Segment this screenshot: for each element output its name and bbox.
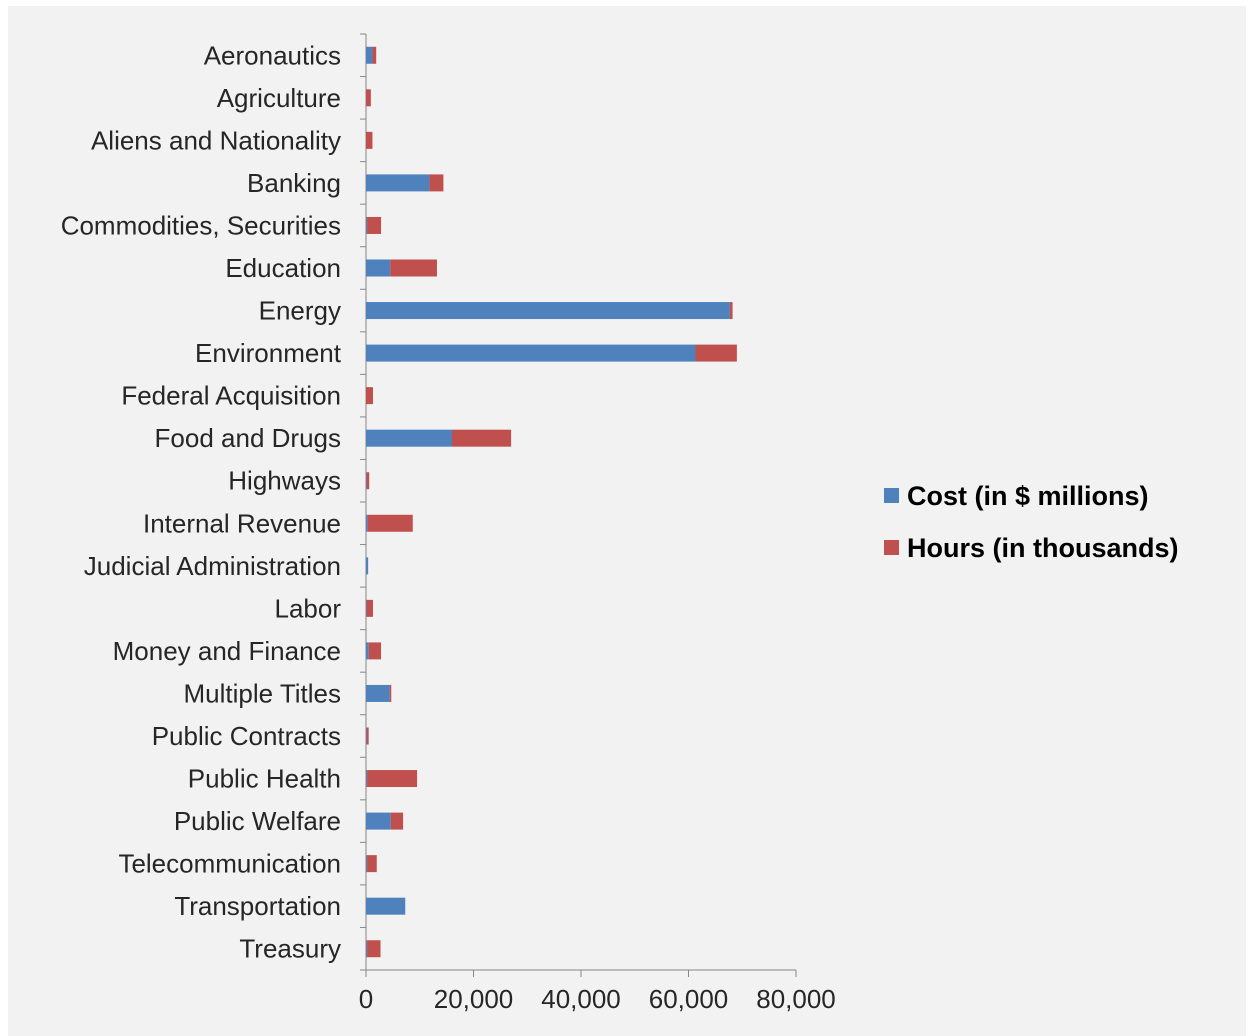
bar-cost [366, 855, 368, 873]
bar-hours [366, 472, 370, 490]
category-label: Judicial Administration [84, 551, 341, 581]
bar-cost [366, 429, 452, 447]
bar-cost [366, 472, 367, 490]
category-label: Federal Acquisition [121, 381, 341, 411]
bar-hours [366, 89, 371, 107]
category-label: Public Health [188, 764, 341, 794]
category-label: Agriculture [217, 83, 341, 113]
category-label: Internal Revenue [143, 508, 341, 538]
category-label: Commodities, Securities [61, 210, 341, 240]
bar-cost [366, 302, 730, 320]
category-label: Transportation [174, 891, 341, 921]
bar-cost [366, 770, 368, 788]
bar-cost [366, 599, 367, 617]
chart-area: 0 20,000 40,000 60,000 80,000 Aeronautics Agri… [8, 6, 1246, 1036]
legend-label: Cost (in $ millions) [907, 481, 1149, 511]
bar-hours [729, 302, 733, 320]
category-label: Banking [247, 168, 341, 198]
bar-hours [367, 514, 413, 532]
bar-hours [366, 387, 373, 405]
bar-hours [390, 812, 404, 830]
bar-cost [366, 216, 368, 234]
bar-cost [366, 727, 367, 745]
bar-cost [366, 174, 430, 192]
x-tick-label: 0 [359, 984, 373, 1014]
bar-cost [366, 46, 373, 64]
bar-hours [366, 599, 373, 617]
bar-cost [366, 812, 391, 830]
bar-hours [695, 344, 737, 362]
bar-cost [366, 642, 369, 660]
bar-hours [367, 855, 377, 873]
bar-hours [366, 131, 373, 149]
legend-swatch [884, 540, 899, 555]
bar-cost [366, 684, 390, 702]
bar-hours [368, 642, 382, 660]
category-label: Aliens and Nationality [91, 125, 341, 155]
bar-cost [366, 557, 369, 575]
category-label: Treasury [239, 934, 341, 964]
bar-cost [366, 940, 368, 958]
category-label: Energy [259, 296, 341, 326]
category-label: Food and Drugs [155, 423, 341, 453]
x-tick-label: 40,000 [541, 984, 621, 1014]
stacked-bar-chart: 0 20,000 40,000 60,000 80,000 Aeronautics Agri… [61, 33, 1179, 1014]
category-label: Public Contracts [152, 721, 341, 751]
legend-label: Hours (in thousands) [907, 533, 1179, 563]
bar-hours [367, 216, 382, 234]
bar-hours [367, 940, 381, 958]
bar-cost [366, 344, 696, 362]
bar-cost [366, 897, 406, 915]
legend-swatch [884, 488, 899, 503]
bar-hours [389, 684, 392, 702]
bar-hours [390, 259, 437, 277]
bar-hours [429, 174, 444, 192]
category-label: Labor [275, 593, 342, 623]
category-label: Telecommunication [118, 849, 341, 879]
bar-hours [366, 727, 369, 745]
bar-hours [367, 770, 418, 788]
x-tick-label: 60,000 [649, 984, 729, 1014]
category-label: Highways [228, 466, 341, 496]
x-tick-label: 20,000 [434, 984, 514, 1014]
bar-hours [372, 46, 377, 64]
bar-cost [366, 259, 391, 277]
category-label: Money and Finance [113, 636, 341, 666]
x-tick-label: 80,000 [756, 984, 836, 1014]
category-label: Aeronautics [204, 40, 341, 70]
category-label: Education [225, 253, 341, 283]
category-label: Environment [195, 338, 342, 368]
category-label: Multiple Titles [184, 678, 342, 708]
category-label: Public Welfare [174, 806, 341, 836]
bar-cost [366, 514, 368, 532]
bar-hours [452, 429, 512, 447]
